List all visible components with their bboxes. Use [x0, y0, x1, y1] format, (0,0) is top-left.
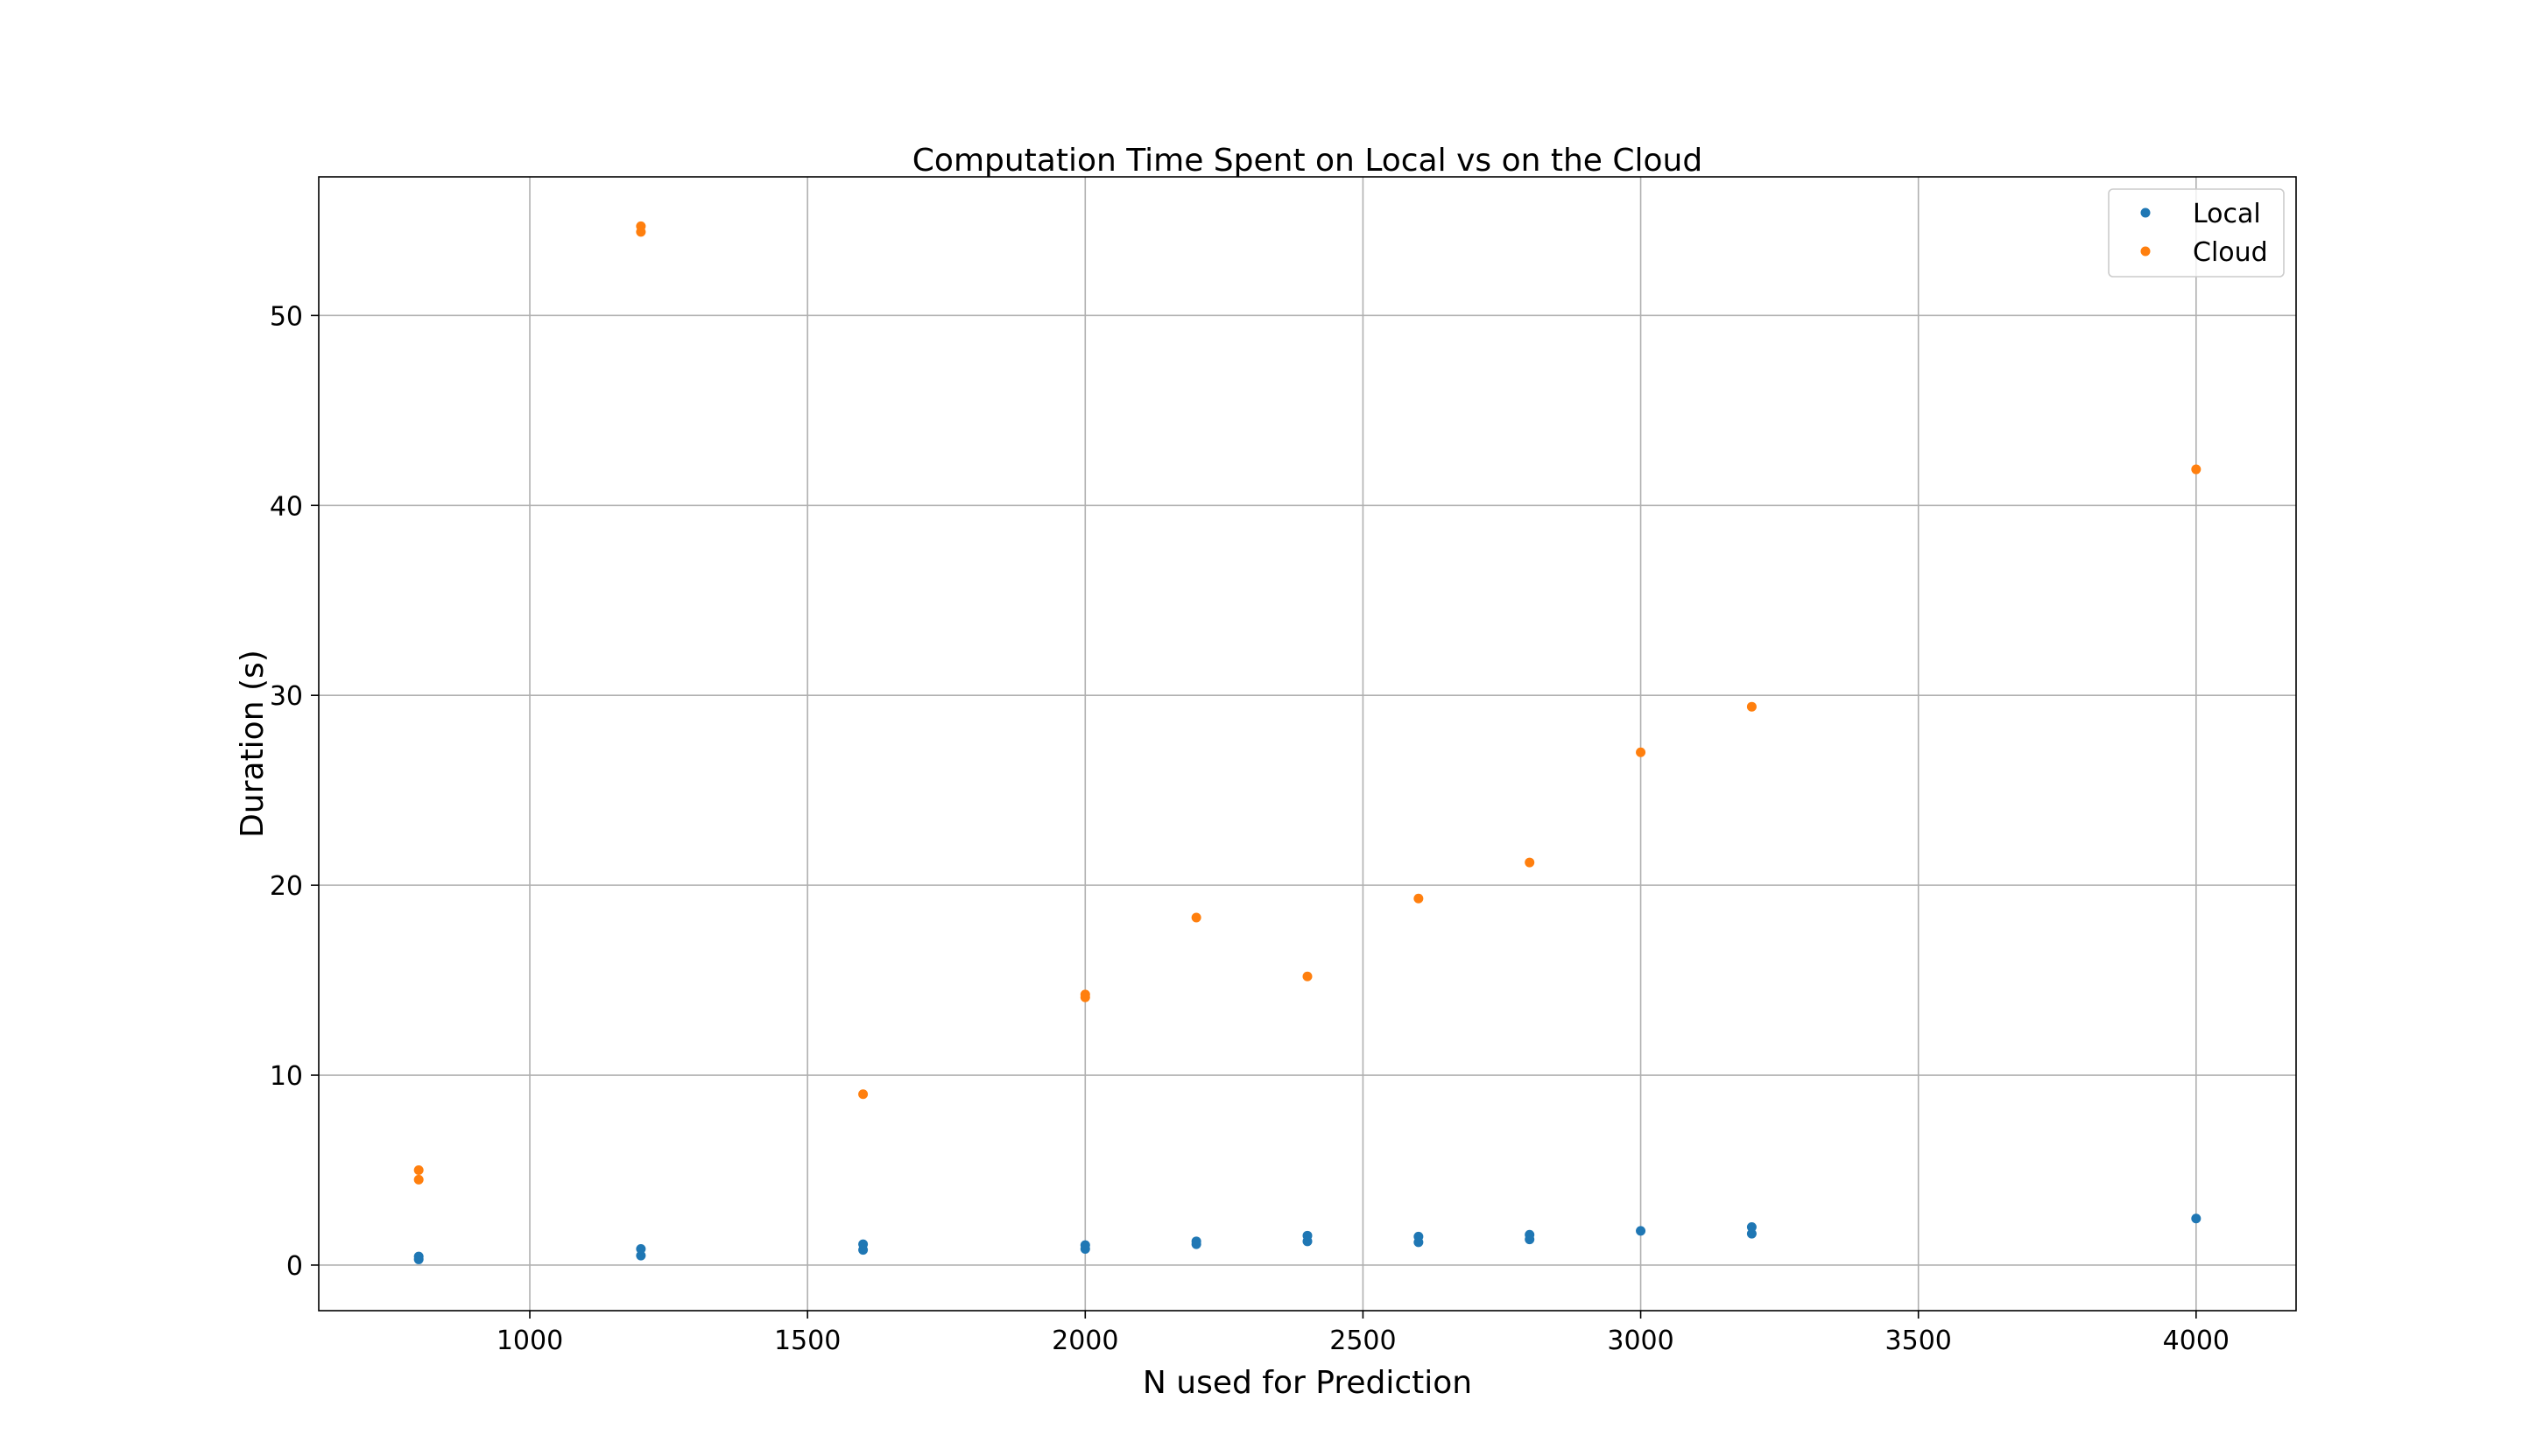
cloud-point [2191, 464, 2201, 475]
grid [319, 177, 2296, 1311]
x-tick-label: 1000 [497, 1326, 563, 1356]
x-tick-label: 4000 [2163, 1326, 2230, 1356]
x-tick-label: 3000 [1607, 1326, 1673, 1356]
x-tick-label: 2500 [1329, 1326, 1396, 1356]
x-tick-label: 1500 [774, 1326, 841, 1356]
cloud-point [1191, 912, 1201, 923]
y-tick-label: 50 [270, 301, 303, 332]
cloud-point [1746, 701, 1757, 712]
y-tick-label: 40 [270, 491, 303, 522]
legend: Local Cloud [2108, 188, 2285, 278]
cloud-point [1413, 893, 1424, 904]
local-point [2191, 1213, 2201, 1224]
cloud-point [636, 221, 646, 231]
local-point [858, 1239, 869, 1249]
cloud-point [1636, 747, 1646, 757]
legend-label-local: Local [2193, 199, 2261, 229]
axis-ticks: 1000 1500 2000 2500 3000 3500 4000 0 10 20 30 40 50 [270, 301, 2230, 1356]
local-point [1191, 1236, 1201, 1247]
local-point [1525, 1229, 1535, 1240]
local-point [1636, 1226, 1646, 1236]
y-tick-label: 0 [286, 1251, 303, 1282]
local-point [636, 1250, 646, 1261]
cloud-point [413, 1174, 424, 1185]
legend-marker-local [2140, 207, 2151, 218]
cloud-point [858, 1089, 869, 1100]
local-point [413, 1251, 424, 1262]
data-points [413, 221, 2201, 1264]
local-point [636, 1244, 646, 1255]
legend-box [2108, 188, 2285, 278]
chart-title: Computation Time Spent on Local vs on th… [912, 143, 1702, 179]
y-tick-label: 30 [270, 681, 303, 712]
local-point [1746, 1228, 1757, 1239]
local-point [1413, 1231, 1424, 1241]
x-tick-label: 3500 [1885, 1326, 1952, 1356]
x-tick-label: 2000 [1052, 1326, 1118, 1356]
y-axis-label: Duration (s) [235, 650, 271, 838]
local-point [1746, 1222, 1757, 1233]
plot-frame [318, 176, 2297, 1312]
legend-label-cloud: Cloud [2193, 237, 2268, 268]
cloud-point [413, 1164, 424, 1175]
x-axis-label: N used for Prediction [1143, 1365, 1472, 1401]
cloud-point [1525, 857, 1535, 868]
cloud-point [1080, 989, 1090, 1000]
cloud-point [1302, 971, 1313, 981]
y-tick-label: 10 [270, 1061, 303, 1092]
local-point [1302, 1230, 1313, 1241]
legend-marker-cloud [2140, 246, 2151, 257]
local-point [1080, 1240, 1090, 1250]
y-tick-label: 20 [270, 871, 303, 902]
